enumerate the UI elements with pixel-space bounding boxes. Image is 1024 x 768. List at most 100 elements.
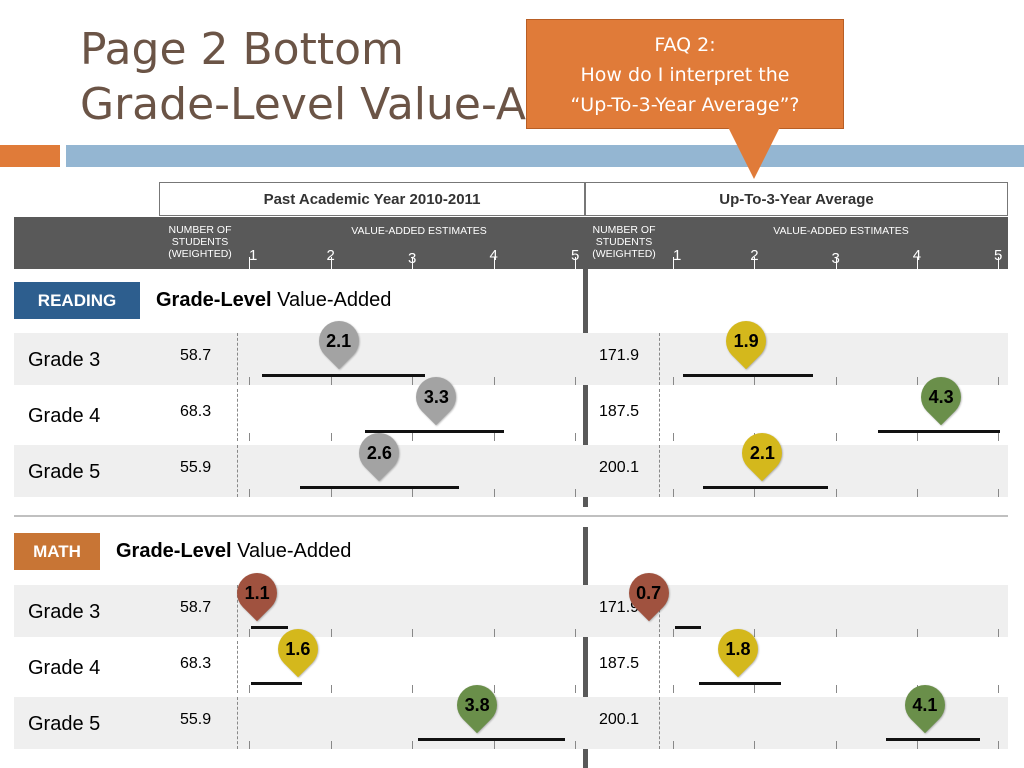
scale-tick-mark	[673, 433, 674, 441]
students-avg: 200.1	[599, 459, 640, 476]
scale-tick-mark	[998, 377, 999, 385]
section-separator	[14, 515, 1008, 517]
estimate-value-avg: 1.9	[733, 331, 759, 351]
scale-tick-mark	[575, 489, 576, 497]
section-badge-reading: READING	[14, 282, 140, 319]
scale-tick-mark	[493, 257, 495, 269]
scale-tick-mark	[835, 489, 837, 497]
students-past: 68.3	[180, 403, 212, 420]
scale-tick-mark	[575, 433, 576, 441]
estimate-value-past: 1.6	[285, 639, 311, 659]
estimate-value-avg: 2.1	[749, 443, 775, 463]
accent-bar-orange	[0, 145, 60, 167]
scale-tick-mark	[916, 741, 918, 749]
scale-tick-mark	[575, 257, 576, 269]
estimate-value-past: 1.1	[244, 583, 270, 603]
scale-tick-mark	[916, 489, 918, 497]
students-past: 58.7	[180, 347, 212, 364]
estimate-value-past: 2.6	[366, 443, 392, 463]
scale-tick-mark	[493, 741, 495, 749]
students-avg: 200.1	[599, 711, 640, 728]
scale-tick-mark	[249, 685, 250, 693]
scale-tick-mark	[835, 257, 837, 269]
table-row: Grade 5 55.9 200.1 2.6 2.1	[14, 424, 1008, 497]
estimate-value-past: 3.8	[464, 695, 490, 715]
column-guide	[659, 641, 660, 693]
scale-tick-mark	[330, 433, 332, 441]
estimates-label-avg: VALUE-ADDED ESTIMATES	[773, 225, 909, 237]
table-row: Grade 3 58.7 171.9 1.1 0.7	[14, 564, 1008, 637]
students-avg: 187.5	[599, 403, 640, 420]
callout-line-3: “Up-To-3-Year Average”?	[570, 94, 800, 116]
estimate-value-avg: 1.8	[725, 639, 751, 659]
scale-tick-mark	[998, 489, 999, 497]
confidence-interval-past	[251, 682, 303, 685]
scale-tick-mark	[916, 629, 918, 637]
estimate-value-past: 3.3	[423, 387, 449, 407]
scale-tick-mark	[673, 685, 674, 693]
column-divider-math	[583, 527, 588, 768]
column-guide	[237, 445, 238, 497]
scale-tick-mark	[673, 377, 674, 385]
grade-label: Grade 5	[28, 461, 101, 483]
scale-tick-mark	[412, 257, 413, 269]
students-past: 55.9	[180, 459, 212, 476]
column-guide	[237, 389, 238, 441]
scale-tick-mark	[330, 377, 332, 385]
table-row: Grade 5 55.9 200.1 3.8 4.1	[14, 676, 1008, 749]
column-guide	[659, 333, 660, 385]
header-past-year: Past Academic Year 2010-2011	[159, 182, 585, 216]
grade-label: Grade 4	[28, 657, 101, 679]
column-guide	[659, 445, 660, 497]
scale-tick-mark	[330, 741, 332, 749]
scale-tick-mark	[412, 741, 413, 749]
column-guide	[659, 389, 660, 441]
table-row: Grade 4 68.3 187.5 3.3 4.3	[14, 368, 1008, 441]
header-3yr-average: Up-To-3-Year Average	[585, 182, 1008, 216]
scale-tick-mark	[998, 433, 999, 441]
estimate-value-avg: 0.7	[636, 583, 662, 603]
column-guide	[659, 585, 660, 637]
students-label-past: NUMBER OF STUDENTS (WEIGHTED)	[168, 224, 232, 260]
scale-tick-mark	[835, 433, 837, 441]
scale-tick-mark	[249, 741, 250, 749]
confidence-interval-past	[418, 738, 565, 741]
column-guide	[237, 697, 238, 749]
section-title-rest: Value-Added	[237, 540, 352, 562]
accent-bar-blue	[66, 145, 1024, 167]
estimate-value-avg: 4.3	[928, 387, 954, 407]
scale-tick-mark	[575, 629, 576, 637]
scale-tick-past-4: 4	[489, 247, 498, 264]
scale-tick-mark	[673, 629, 674, 637]
scale-tick-mark	[412, 377, 413, 385]
estimates-label-past: VALUE-ADDED ESTIMATES	[351, 225, 487, 237]
scale-tick-mark	[835, 629, 837, 637]
scale-tick-mark	[330, 629, 332, 637]
scale-tick-mark	[330, 257, 332, 269]
students-avg: 171.9	[599, 599, 640, 616]
scale-tick-mark	[575, 741, 576, 749]
scale-tick-past-2: 2	[326, 247, 335, 264]
grade-label: Grade 3	[28, 601, 101, 623]
scale-tick-mark	[249, 433, 250, 441]
scale-tick-mark	[249, 489, 250, 497]
scale-tick-mark	[412, 629, 413, 637]
scale-tick-mark	[249, 629, 250, 637]
students-past: 68.3	[180, 655, 212, 672]
scale-tick-avg-2: 2	[750, 247, 759, 264]
confidence-interval-avg	[703, 486, 828, 489]
scale-tick-mark	[249, 257, 250, 269]
scale-tick-mark	[249, 377, 250, 385]
confidence-interval-avg	[675, 626, 701, 629]
confidence-interval-past	[365, 430, 504, 433]
grade-label: Grade 4	[28, 405, 101, 427]
confidence-interval-past	[299, 486, 459, 489]
students-past: 58.7	[180, 599, 212, 616]
scale-tick-mark	[916, 257, 918, 269]
scale-tick-avg-4: 4	[912, 247, 922, 264]
grade-label: Grade 5	[28, 713, 101, 735]
students-past: 55.9	[180, 711, 212, 728]
estimate-value-past: 2.1	[326, 331, 352, 351]
scale-tick-mark	[493, 433, 495, 441]
scale-tick-past-5: 5	[571, 247, 580, 264]
